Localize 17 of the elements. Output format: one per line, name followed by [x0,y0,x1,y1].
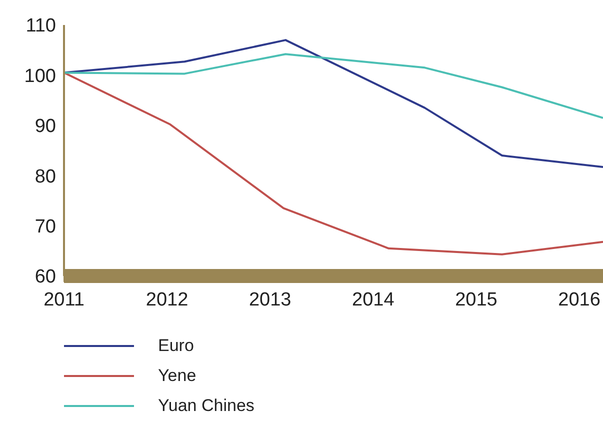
line-series [64,72,603,256]
x-tick-label: 2013 [248,289,292,310]
y-tick-label: 60 [34,266,56,288]
x-tick-label: 2012 [146,289,188,310]
x-tick-label: 2014 [352,289,395,310]
y-tick-label: 110 [26,16,56,37]
x-tick-label: 2016 [558,289,600,310]
y-tick-label: 100 [24,66,56,87]
x-tick-label: 2011 [44,289,84,310]
legend-label: Yene [158,366,196,386]
line-series [64,53,603,119]
legend-label: Euro [158,336,194,356]
y-tick-label: 70 [34,216,56,238]
legend-label: Yuan Chines [158,396,254,416]
x-tick-label: 2015 [455,289,498,310]
y-tick-label: 80 [34,166,56,188]
y-tick-label: 90 [34,116,56,138]
